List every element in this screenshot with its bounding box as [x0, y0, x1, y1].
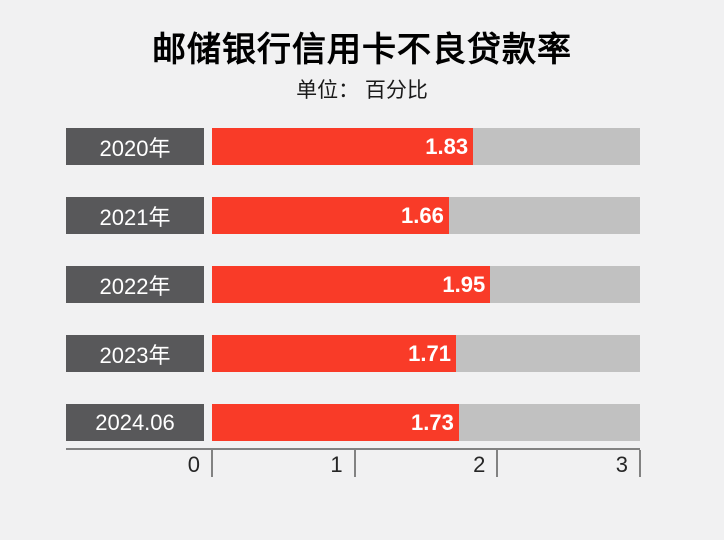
bar-value-label: 1.66 — [400, 202, 444, 228]
x-axis-tick-mark — [353, 450, 356, 477]
chart-row: 2020年 1.83 — [66, 128, 640, 165]
x-axis-ticks: 0 1 2 3 — [188, 450, 641, 480]
bar-fill: 1.66 — [212, 197, 449, 234]
x-axis-tick-label: 2 — [473, 452, 486, 477]
x-axis-tick-label: 0 — [187, 452, 200, 477]
bar-track: 1.83 — [212, 128, 640, 165]
chart-row: 2023年 1.71 — [66, 335, 640, 372]
bar-chart: 2020年 1.83 2021年 1.66 2022年 1.95 — [66, 128, 640, 473]
chart-row: 2024.06 1.73 — [66, 404, 640, 441]
category-label: 2022年 — [66, 266, 204, 303]
x-axis-tick-label: 3 — [615, 452, 628, 477]
category-label: 2021年 — [66, 197, 204, 234]
bar-track: 1.73 — [212, 404, 640, 441]
bar-track: 1.71 — [212, 335, 640, 372]
category-label: 2020年 — [66, 128, 204, 165]
x-axis-tick-mark — [496, 450, 499, 477]
bar-fill: 1.73 — [212, 404, 459, 441]
bar-fill: 1.83 — [212, 128, 474, 165]
x-axis-tick-mark — [639, 450, 641, 477]
bar-fill: 1.95 — [212, 266, 491, 303]
bar-value-label: 1.83 — [425, 133, 469, 159]
bar-value-label: 1.95 — [442, 271, 486, 297]
chart-row: 2022年 1.95 — [66, 266, 640, 303]
x-axis-tick-mark — [211, 450, 213, 477]
bar-track: 1.66 — [212, 197, 640, 234]
chart-unit-label: 单位： 百分比 — [296, 79, 428, 102]
category-label: 2023年 — [66, 335, 204, 372]
bar-fill: 1.71 — [212, 335, 456, 372]
chart-title: 邮储银行信用卡不良贷款率 — [152, 31, 572, 69]
bar-track: 1.95 — [212, 266, 640, 303]
x-axis-line — [66, 448, 640, 450]
bar-value-label: 1.71 — [408, 340, 451, 366]
category-label: 2024.06 — [66, 404, 204, 441]
x-axis-tick-label: 1 — [330, 452, 343, 477]
x-axis: 0 1 2 3 — [66, 448, 641, 480]
bar-value-label: 1.73 — [410, 409, 454, 435]
chart-row: 2021年 1.66 — [66, 197, 640, 234]
